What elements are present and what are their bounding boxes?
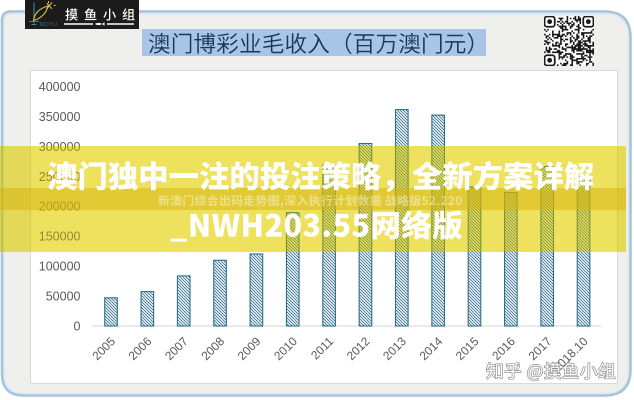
svg-text:2010: 2010	[271, 334, 300, 363]
svg-text:2013: 2013	[380, 334, 409, 363]
svg-text:0: 0	[74, 319, 81, 333]
svg-text:2014: 2014	[417, 334, 446, 363]
svg-text:350000: 350000	[39, 110, 81, 124]
svg-text:2008: 2008	[198, 334, 227, 363]
svg-text:2005: 2005	[89, 334, 118, 363]
svg-text:400000: 400000	[39, 80, 81, 94]
svg-text:2011: 2011	[308, 334, 336, 362]
svg-text:2006: 2006	[126, 334, 155, 363]
svg-text:2012: 2012	[344, 334, 373, 363]
svg-text:100000: 100000	[39, 260, 81, 274]
svg-text:2009: 2009	[235, 334, 264, 363]
svg-text:2015: 2015	[453, 334, 482, 363]
svg-text:50000: 50000	[46, 289, 81, 303]
svg-text:2007: 2007	[162, 334, 191, 363]
svg-text:MOYU: MOYU	[40, 22, 58, 28]
